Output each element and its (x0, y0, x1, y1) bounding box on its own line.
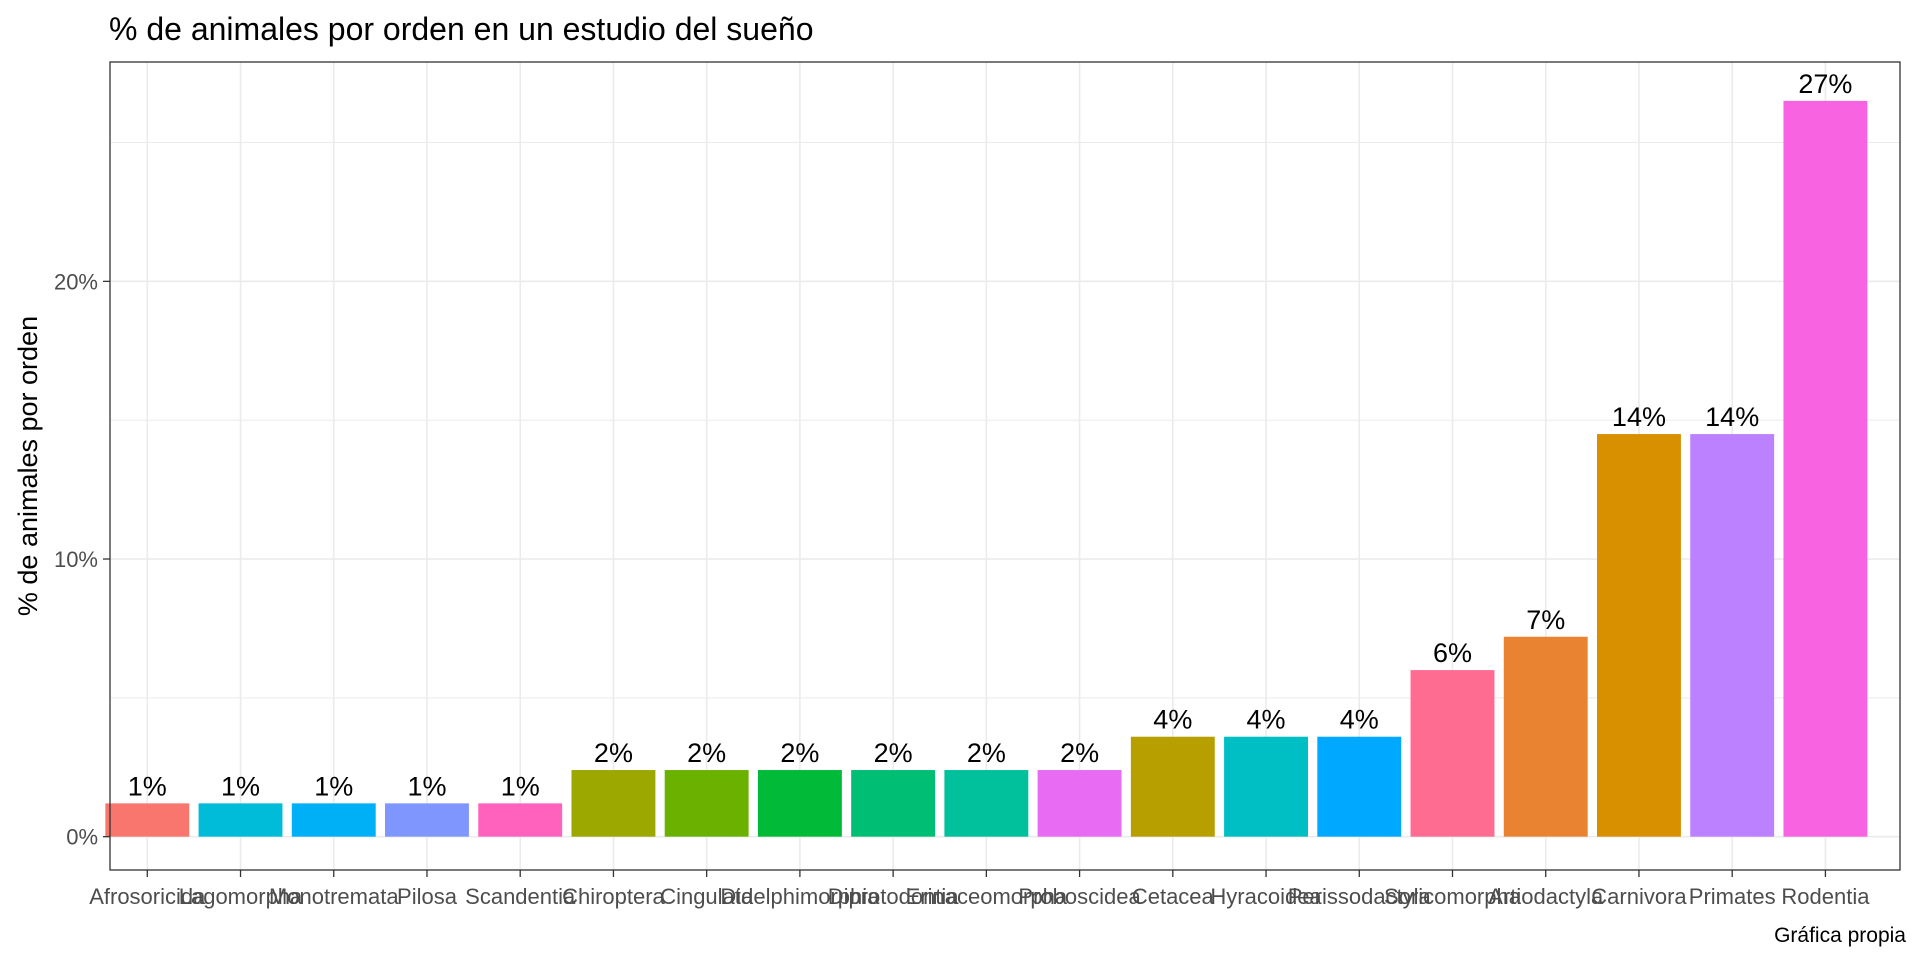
x-tick-label: Hyracoidea (1210, 884, 1322, 909)
data-label: 1% (314, 771, 353, 801)
data-label: 7% (1526, 605, 1565, 635)
data-label: 1% (128, 771, 167, 801)
x-tick-label: Cetacea (1132, 884, 1215, 909)
data-label: 2% (874, 738, 913, 768)
x-tick-label: Soricomorpha (1384, 884, 1522, 909)
bar (1410, 670, 1495, 837)
x-tick-label: Erinaceomorpha (906, 884, 1068, 909)
bar (1317, 736, 1402, 837)
plot-border (109, 61, 1901, 871)
bar (1130, 736, 1215, 837)
x-tick-label: Proboscidea (1018, 884, 1141, 909)
x-tick-label: Carnivora (1591, 884, 1687, 909)
x-tick-label: Chiroptera (562, 884, 665, 909)
x-tick-label: Afrosoricida (89, 884, 206, 909)
data-label: 2% (780, 738, 819, 768)
data-label: 14% (1612, 402, 1666, 432)
bar (1037, 770, 1122, 837)
data-label: 6% (1433, 638, 1472, 668)
data-label: 27% (1798, 69, 1852, 99)
bar (105, 803, 190, 837)
x-tick-label: Perissodactyla (1288, 884, 1432, 909)
x-tick-label: Artiodactyla (1488, 884, 1604, 909)
y-axis-label: % de animales por orden (13, 316, 43, 616)
data-label: 4% (1247, 705, 1286, 735)
x-tick-label: Cingulata (660, 884, 754, 909)
chart-title: % de animales por orden en un estudio de… (109, 11, 813, 47)
x-tick-label: Lagomorpha (179, 884, 303, 909)
bar (571, 770, 656, 837)
data-label: 1% (501, 771, 540, 801)
bar (944, 770, 1029, 837)
bar (1224, 736, 1308, 837)
data-labels: 1% 1% 1% 1% 1% 2% 2% 2% 2% 2% 2% 4% 4% 4% 6% 7% 14% 14% 27… (128, 69, 1853, 801)
bar (478, 803, 563, 837)
x-tick-label: Monotremata (269, 884, 399, 909)
data-label: 4% (1340, 705, 1379, 735)
data-label: 1% (221, 771, 260, 801)
y-tick-label: 10% (54, 547, 98, 572)
y-tick-label: 0% (66, 825, 98, 850)
bar (664, 770, 749, 837)
bar (1783, 100, 1868, 837)
data-label: 2% (967, 738, 1006, 768)
bar (385, 803, 469, 837)
bars (105, 100, 1868, 837)
bar (198, 803, 283, 837)
x-tick-label: Diprotodontia (828, 884, 960, 909)
data-label: 4% (1153, 705, 1192, 735)
y-tick-label: 20% (54, 269, 98, 294)
x-tick-label: Pilosa (397, 884, 458, 909)
data-label: 14% (1705, 402, 1759, 432)
bar (1690, 434, 1775, 837)
data-label: 2% (1060, 738, 1099, 768)
data-label: 2% (594, 738, 633, 768)
x-tick-label: Rodentia (1781, 884, 1870, 909)
x-tick-label: Scandentia (465, 884, 576, 909)
x-tick-label: Primates (1689, 884, 1776, 909)
y-axis: 0% 10% 20% (54, 269, 110, 850)
data-label: 2% (687, 738, 726, 768)
bar (1503, 636, 1588, 837)
bar (291, 803, 376, 837)
bar (1597, 434, 1681, 837)
data-label: 1% (407, 771, 446, 801)
chart-caption: Gráfica propia (1774, 924, 1906, 947)
x-tick-label: Didelphimorphia (720, 884, 880, 909)
bar (851, 770, 936, 837)
bar (757, 770, 842, 837)
